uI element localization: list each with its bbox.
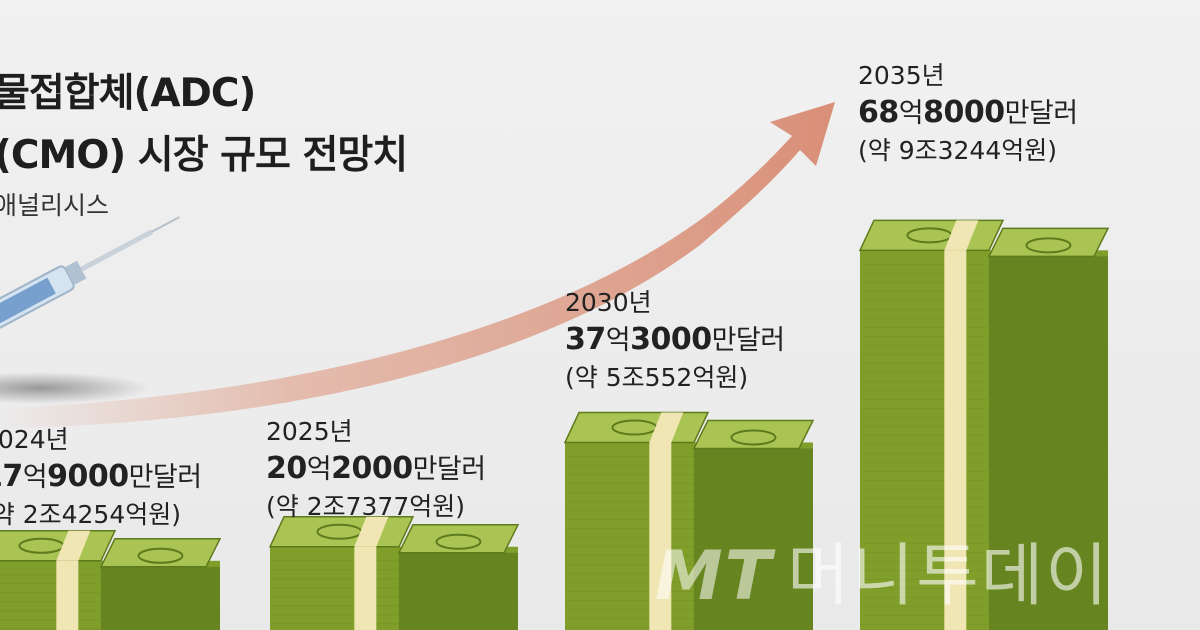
bill-emblem [435,533,482,550]
bar-side [988,256,1108,630]
usd-value-label: 20억2000만달러 [266,451,486,486]
band-top [56,530,91,561]
bill-emblem [137,547,184,564]
usd-value-label: 17억9000만달러 [0,459,202,494]
year-label: 2035년 [858,61,945,90]
year-label: 2030년 [565,288,652,317]
krw-value-label: (약 2조7377억원) [266,492,465,521]
bar-2030년 [563,411,815,630]
syringe-icon [0,216,180,404]
bar-top-right [692,419,815,450]
bar-top-right [397,524,520,554]
bill-emblem [730,429,777,446]
bar-side [398,552,518,630]
bar-top-left [858,219,1005,252]
bar-2035년 [858,219,1110,630]
bar-2025년 [268,516,520,630]
band-front [944,250,967,630]
band-front [56,560,79,630]
chart-source: 애널리시스 [0,191,110,220]
band-top [354,516,389,547]
bar-top-left [0,530,117,562]
usd-value-label: 37억3000만달러 [565,322,785,357]
krw-value-label: (약 5조552억원) [565,363,749,392]
year-label: 2024년 [0,425,69,454]
usd-value-label: 68억8000만달러 [858,95,1078,130]
krw-value-label: (약 9조3244억원) [858,136,1057,165]
band-front [649,442,672,630]
bar-top-left [563,411,710,444]
band-top [649,412,684,443]
bill-emblem [1025,237,1072,254]
watermark: MT 머니투데이 [655,537,1110,616]
year-label: 2025년 [266,417,353,446]
band-front [354,546,377,630]
value-label-2025: 2025년 20억2000만달러 (약 2조7377억원) [266,414,486,525]
value-label-2024: 2024년 17억9000만달러 (약 2조4254억원) [0,422,202,533]
bar-side [693,448,813,630]
chart-title-line-1: 물접합체(ADC) [0,71,256,116]
band-top [944,220,979,251]
arrow-shape [0,102,835,428]
bar-2024년 [0,530,222,630]
bar-top-right [99,538,222,568]
bar-top-right [987,227,1110,258]
value-label-2035: 2035년 68억8000만달러 (약 9조3244억원) [858,58,1078,169]
chart-title-line-2: (CMO) 시장 규모 전망치 [0,133,408,178]
bar-side [100,566,220,630]
trend-arrow [0,102,835,428]
bar-stacks [0,219,1110,630]
krw-value-label: (약 2조4254억원) [0,500,181,529]
value-label-2030: 2030년 37억3000만달러 (약 5조552억원) [565,285,785,396]
